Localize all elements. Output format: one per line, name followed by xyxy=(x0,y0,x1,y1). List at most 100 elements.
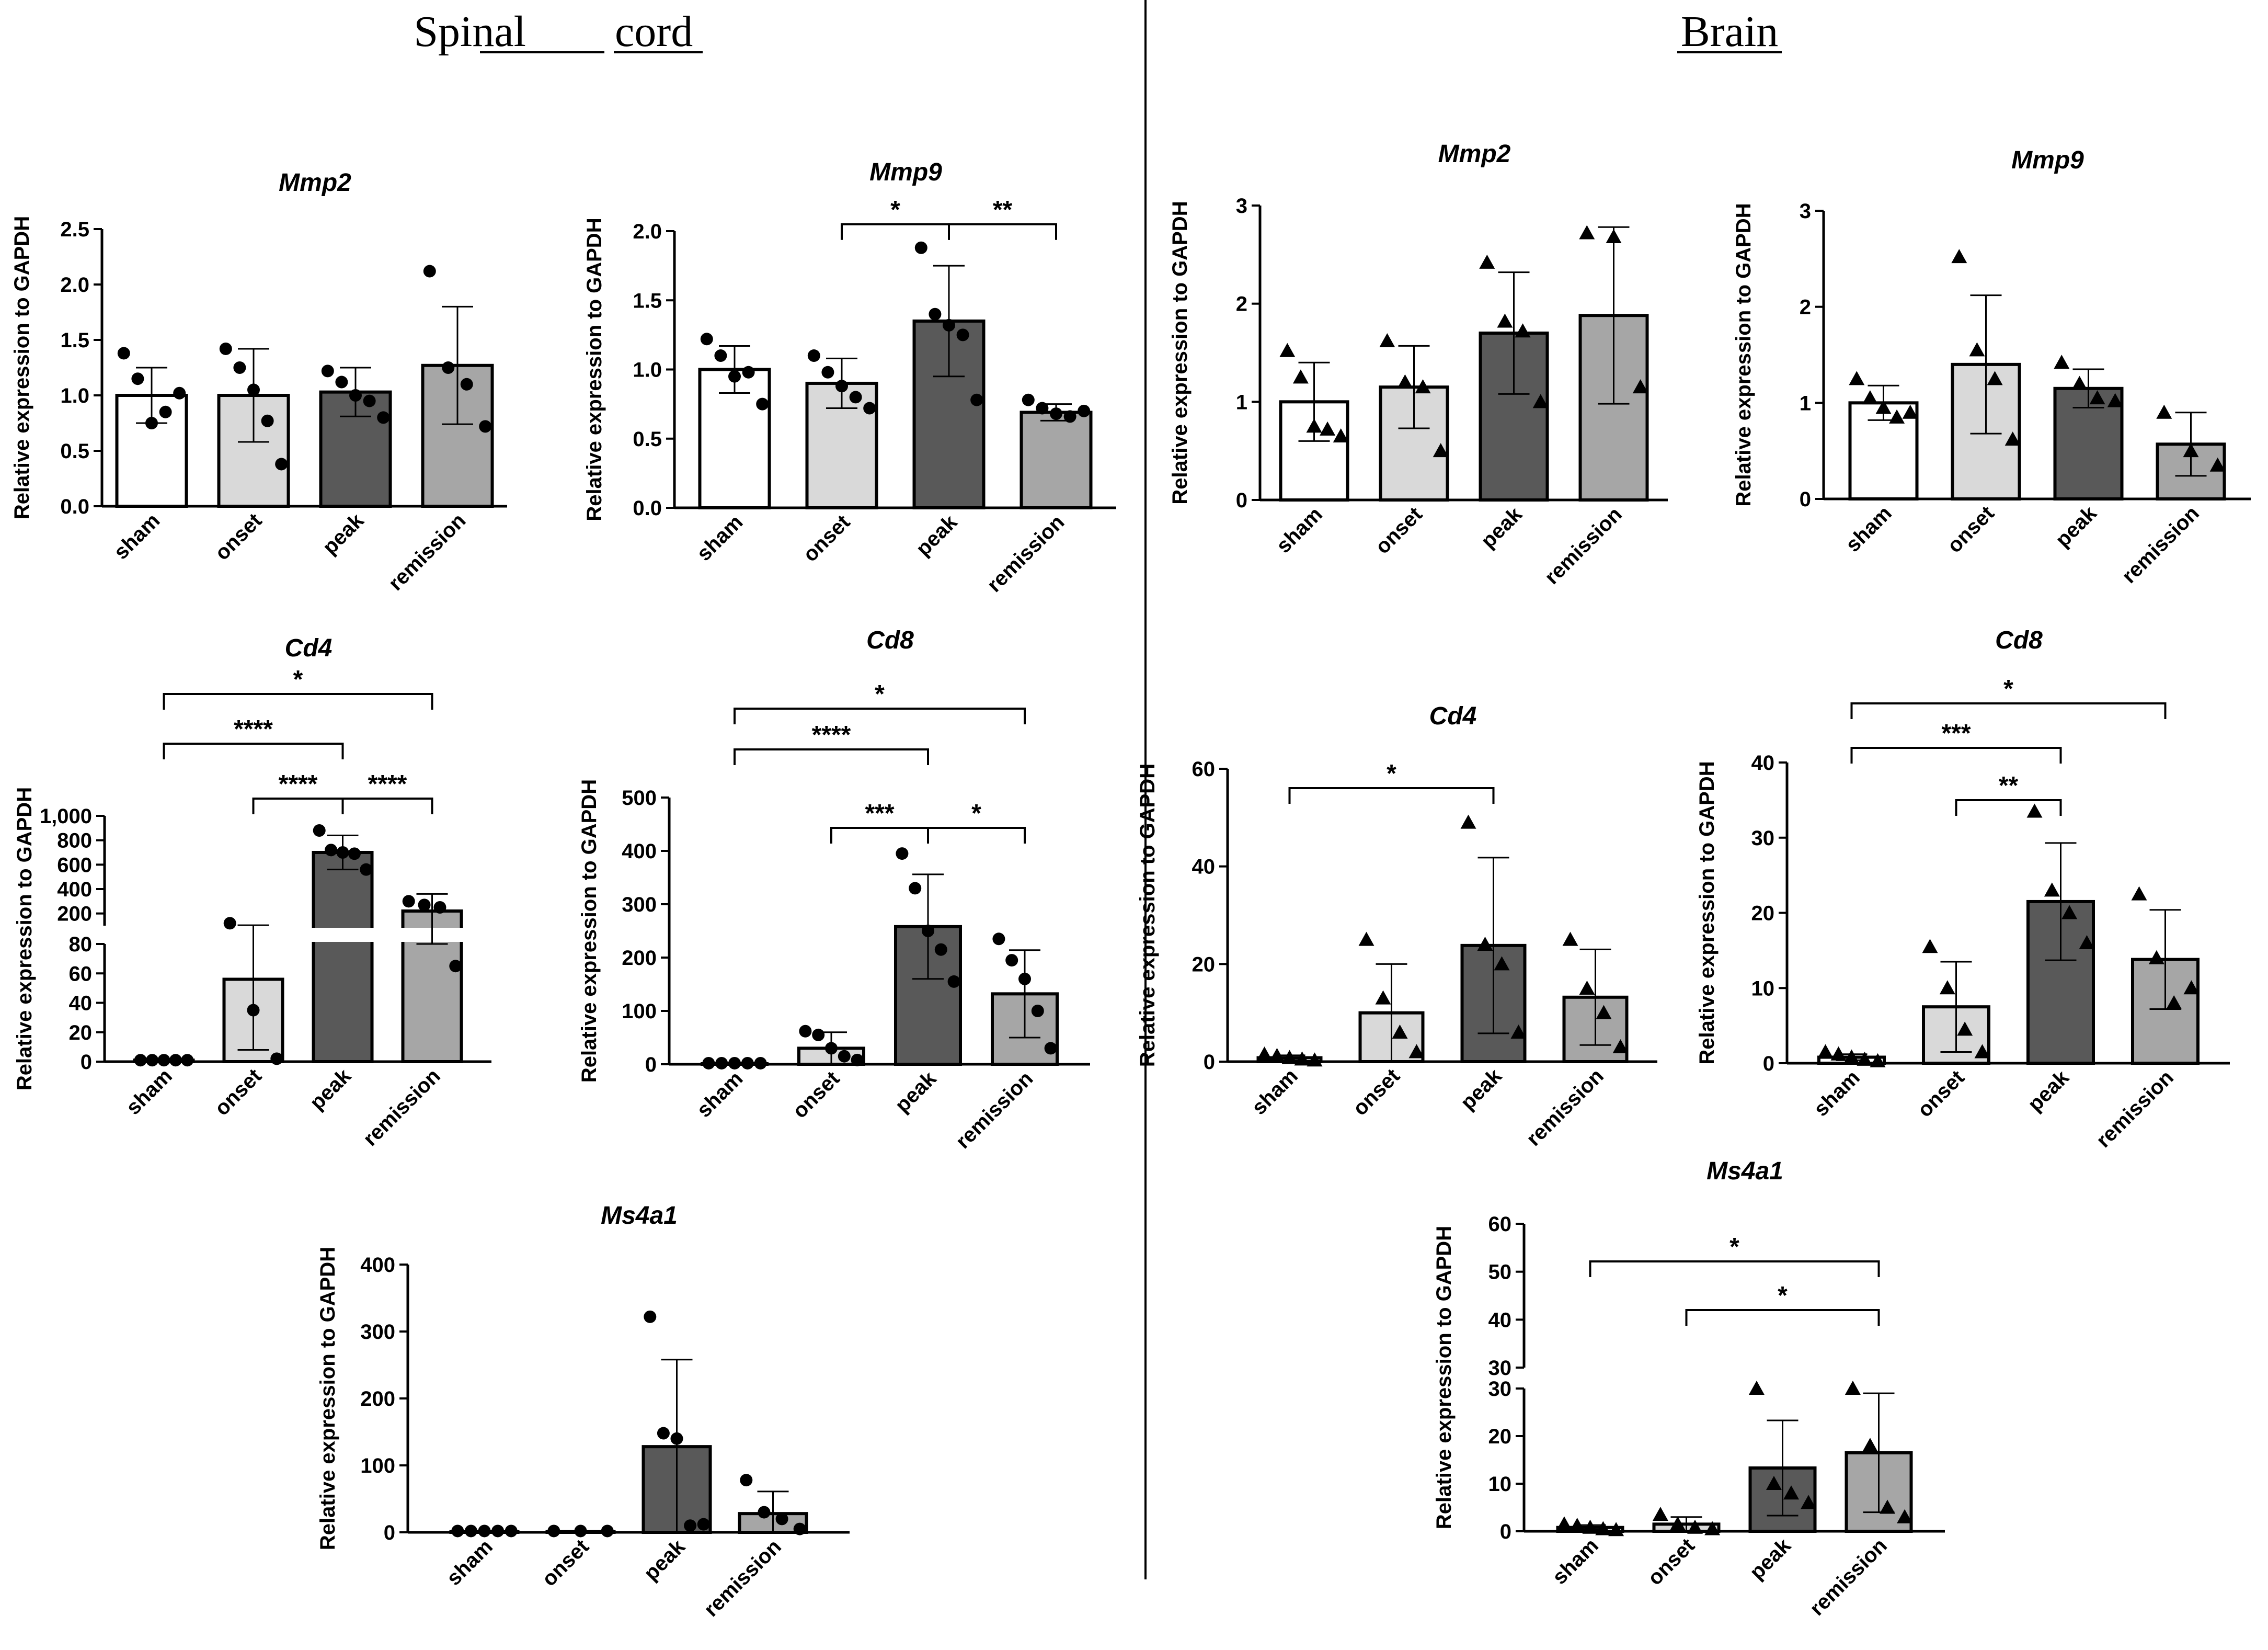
y-tick-label: 300 xyxy=(360,1321,395,1344)
y-axis-label: Relative expression to GAPDH xyxy=(1169,201,1192,504)
significance-label: ** xyxy=(1999,772,2019,800)
y-tick-label: 100 xyxy=(622,1000,657,1023)
data-point xyxy=(360,863,373,876)
data-point xyxy=(2061,905,2078,919)
data-point xyxy=(1031,1005,1044,1017)
y-tick-label: 0.5 xyxy=(633,428,662,451)
data-point xyxy=(2054,355,2070,369)
data-point xyxy=(2209,457,2226,472)
data-point xyxy=(1044,1042,1057,1055)
y-tick-label: 1.5 xyxy=(60,329,89,352)
data-point xyxy=(117,347,130,360)
data-point xyxy=(1379,333,1395,347)
data-point xyxy=(1479,254,1495,269)
data-point xyxy=(1320,421,1336,436)
data-point xyxy=(159,405,172,418)
chart-title: Ms4a1 xyxy=(1706,1157,1783,1185)
data-point xyxy=(433,901,446,914)
data-point xyxy=(547,1524,560,1538)
data-point xyxy=(1870,1053,1886,1067)
y-tick-label: 2.0 xyxy=(633,220,662,243)
data-point xyxy=(1358,931,1374,946)
data-point xyxy=(1862,390,1878,405)
y-tick-label: 400 xyxy=(360,1254,395,1277)
data-point xyxy=(1582,1519,1598,1534)
data-point xyxy=(728,370,741,383)
data-point xyxy=(684,1519,697,1532)
data-point xyxy=(247,1004,260,1017)
y-tick-label: 500 xyxy=(622,787,657,810)
significance-bracket xyxy=(927,827,1026,844)
data-point xyxy=(1862,1438,1878,1452)
significance-label: *** xyxy=(865,800,894,827)
data-point xyxy=(1608,1522,1624,1537)
data-point xyxy=(1857,1051,1873,1066)
y-tick-label: 0.0 xyxy=(60,495,89,518)
data-point xyxy=(1050,407,1062,420)
data-point xyxy=(714,349,727,362)
section-title-spinal-cord: Spinal cord xyxy=(414,7,703,56)
data-point xyxy=(1632,379,1648,394)
data-point xyxy=(2089,390,2105,405)
data-point xyxy=(970,393,983,406)
data-point xyxy=(702,1056,715,1069)
y-tick-label: 0 xyxy=(1800,488,1811,511)
data-point xyxy=(741,1056,754,1069)
significance-bracket xyxy=(1288,787,1495,804)
data-point xyxy=(700,333,713,346)
data-point xyxy=(1279,343,1296,357)
y-axis-label: Relative expression to GAPDH xyxy=(1136,764,1159,1067)
significance-label: * xyxy=(971,800,981,827)
significance-bracket xyxy=(734,748,929,765)
chart-title: Cd4 xyxy=(1429,702,1477,730)
data-point xyxy=(835,380,848,393)
y-axis-label: Relative expression to GAPDH xyxy=(1696,761,1719,1064)
chart-title: Cd4 xyxy=(285,634,333,662)
data-point xyxy=(775,1512,788,1526)
y-axis-label: Relative expression to GAPDH xyxy=(1732,203,1755,506)
data-point xyxy=(1595,1521,1611,1535)
chart-title: Cd8 xyxy=(866,627,914,654)
significance-label: * xyxy=(890,196,900,224)
bar-peak xyxy=(312,851,374,1063)
y-tick-label: 1 xyxy=(1800,392,1811,415)
data-point xyxy=(1022,393,1035,406)
data-point xyxy=(1612,1039,1629,1053)
data-point xyxy=(793,1522,806,1535)
significance-label: * xyxy=(875,680,885,708)
data-point xyxy=(956,328,969,342)
chart-title: Mmp2 xyxy=(279,169,351,197)
data-point xyxy=(740,1474,753,1487)
chart-title: Mmp9 xyxy=(869,158,942,186)
data-point xyxy=(1415,379,1431,394)
y-tick-label: 0.0 xyxy=(633,497,662,520)
significance-bracket xyxy=(1850,702,2167,719)
data-point xyxy=(1889,409,1905,424)
data-point xyxy=(505,1524,518,1538)
data-point xyxy=(1748,1381,1765,1395)
data-point xyxy=(363,394,376,407)
data-point xyxy=(1669,1516,1686,1531)
data-point xyxy=(1306,418,1322,433)
section-title-word-spinal: Spinal xyxy=(414,7,526,56)
significance-bracket xyxy=(948,223,1057,240)
data-point xyxy=(1902,404,1918,419)
data-point xyxy=(451,1524,464,1538)
chart-title: Cd8 xyxy=(1995,627,2043,654)
data-point xyxy=(1569,1518,1585,1532)
y-tick-label: 3 xyxy=(1800,200,1811,223)
data-point xyxy=(1460,814,1476,829)
data-point xyxy=(601,1524,614,1538)
y-tick-label: 200 xyxy=(622,947,657,970)
data-point xyxy=(838,1050,851,1063)
data-point xyxy=(1269,1048,1285,1062)
significance-bracket xyxy=(734,708,1026,724)
data-point xyxy=(1830,1046,1847,1061)
y-tick-label: 20 xyxy=(1192,953,1216,976)
data-point xyxy=(644,1310,657,1323)
y-tick-label: 0 xyxy=(1236,489,1247,512)
significance-label: * xyxy=(1729,1233,1739,1261)
y-tick-label: 60 xyxy=(1192,758,1216,781)
